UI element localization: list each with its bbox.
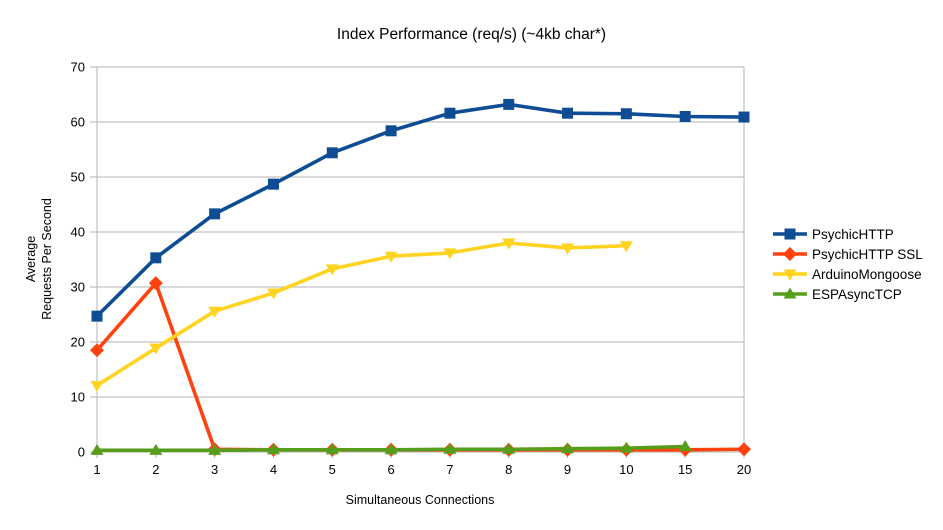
legend-item-arduinomongoose: ArduinoMongoose (773, 264, 923, 284)
series-psychichttp-ssl (90, 276, 751, 457)
legend-label: PsychicHTTP (812, 226, 894, 242)
series-espasynctcp (90, 440, 692, 455)
y-tick-label: 0 (78, 445, 85, 460)
x-tick-label: 3 (211, 462, 218, 477)
y-tick-label: 60 (71, 115, 85, 130)
x-tick-label: 15 (678, 462, 692, 477)
axes (90, 67, 745, 458)
x-tick-label: 20 (737, 462, 751, 477)
y-tick-label: 10 (71, 390, 85, 405)
square-legend-marker-icon (773, 228, 807, 240)
legend-item-espasynctcp: ESPAsyncTCP (773, 284, 923, 304)
y-tick-label: 40 (71, 225, 85, 240)
y-tick-label: 20 (71, 335, 85, 350)
x-tick-label: 7 (446, 462, 453, 477)
series-psychichttp (91, 98, 750, 322)
legend-item-psychichttp-ssl: PsychicHTTP SSL (773, 244, 923, 264)
triangle-up-legend-marker-icon (773, 287, 807, 299)
x-axis-title: Simultaneous Connections (345, 493, 495, 507)
x-tick-label: 6 (387, 462, 394, 477)
x-tick-label: 10 (619, 462, 633, 477)
series-arduinomongoose (90, 238, 633, 392)
diamond-legend-marker-icon (773, 247, 807, 261)
legend-label: PsychicHTTP SSL (812, 246, 923, 262)
y-tick-labels: 0 10 20 30 40 50 60 70 (71, 60, 85, 460)
axis-ticks (90, 66, 745, 458)
legend-item-psychichttp: PsychicHTTP (773, 224, 923, 244)
y-tick-label: 30 (71, 280, 85, 295)
y-tick-label: 70 (71, 60, 85, 75)
chart-title: Index Performance (req/s) (~4kb char*) (336, 26, 607, 43)
x-tick-label: 9 (564, 462, 571, 477)
triangle-down-legend-marker-icon (773, 269, 807, 281)
x-tick-label: 1 (93, 462, 100, 477)
x-tick-label: 8 (505, 462, 512, 477)
legend: PsychicHTTP PsychicHTTP SSL ArduinoMongoos… (773, 224, 923, 304)
x-tick-label: 5 (329, 462, 336, 477)
x-tick-label: 4 (270, 462, 277, 477)
legend-label: ESPAsyncTCP (812, 286, 902, 302)
x-tick-labels: 1 2 3 4 5 6 7 8 9 10 15 20 (93, 462, 751, 477)
y-tick-label: 50 (71, 170, 85, 185)
x-tick-label: 2 (152, 462, 159, 477)
legend-label: ArduinoMongoose (812, 266, 922, 282)
